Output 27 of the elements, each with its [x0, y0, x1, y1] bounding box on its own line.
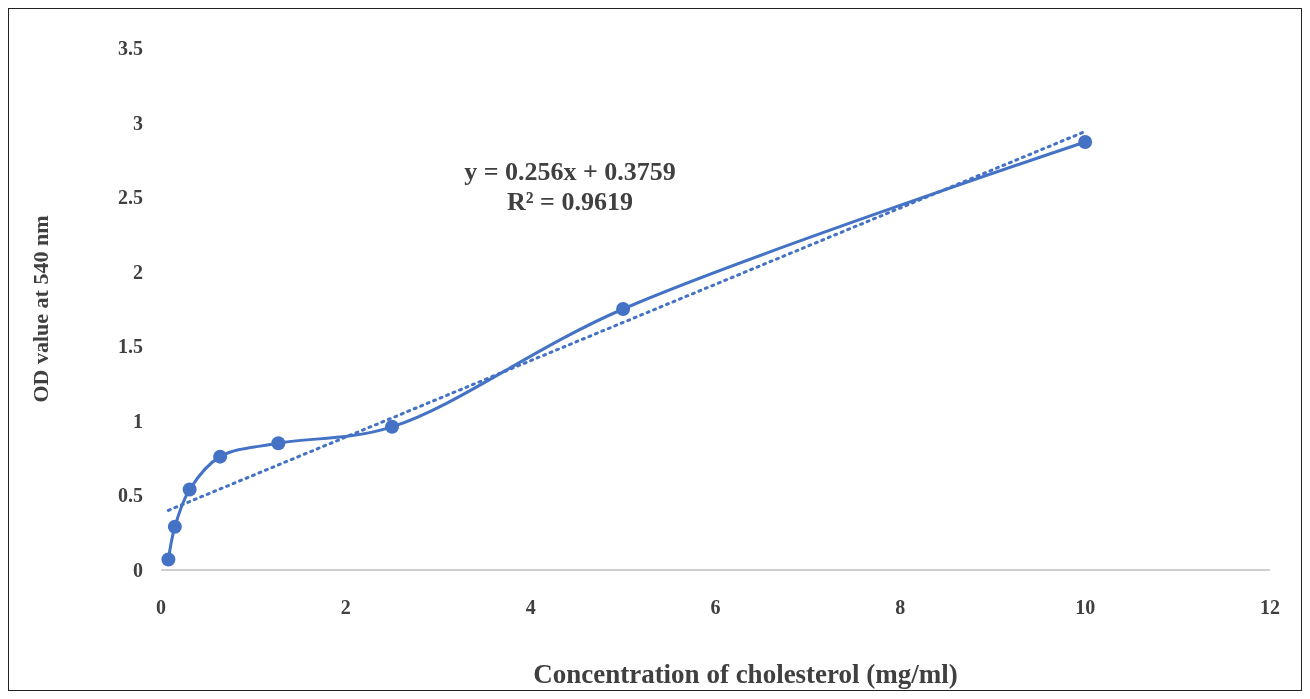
point [616, 302, 631, 316]
point [213, 449, 228, 464]
x-tick-label: 12 [1260, 596, 1280, 618]
annotation: R² = 0.9619 [507, 187, 633, 216]
y-tick-label: 1.5 [118, 335, 143, 358]
annotation: y = 0.256x + 0.3759 [464, 157, 676, 186]
point [182, 482, 197, 497]
x-tick-label: 10 [1075, 596, 1096, 618]
point [161, 552, 176, 567]
x-tick-label: 8 [895, 596, 906, 618]
x-tick-label: 2 [340, 596, 351, 618]
x-tick-label: 6 [710, 596, 721, 618]
point [167, 519, 182, 534]
y-tick-label: 0 [133, 559, 143, 581]
x-axis-title: Concentration of cholesterol (mg/ml) [533, 659, 958, 689]
point [271, 436, 286, 451]
y-tick-label: 3.5 [118, 37, 143, 59]
y-tick-label: 3 [133, 111, 143, 134]
point [385, 419, 400, 434]
y-tick-label: 1 [133, 409, 143, 432]
y-tick-label: 0.5 [118, 484, 143, 507]
y-axis-title: OD value at 540 nm [28, 215, 53, 403]
point [1078, 134, 1093, 149]
y-tick-label: 2.5 [118, 186, 143, 209]
y-tick-label: 2 [133, 260, 143, 283]
x-tick-label: 0 [156, 596, 166, 618]
x-tick-label: 4 [525, 596, 536, 618]
